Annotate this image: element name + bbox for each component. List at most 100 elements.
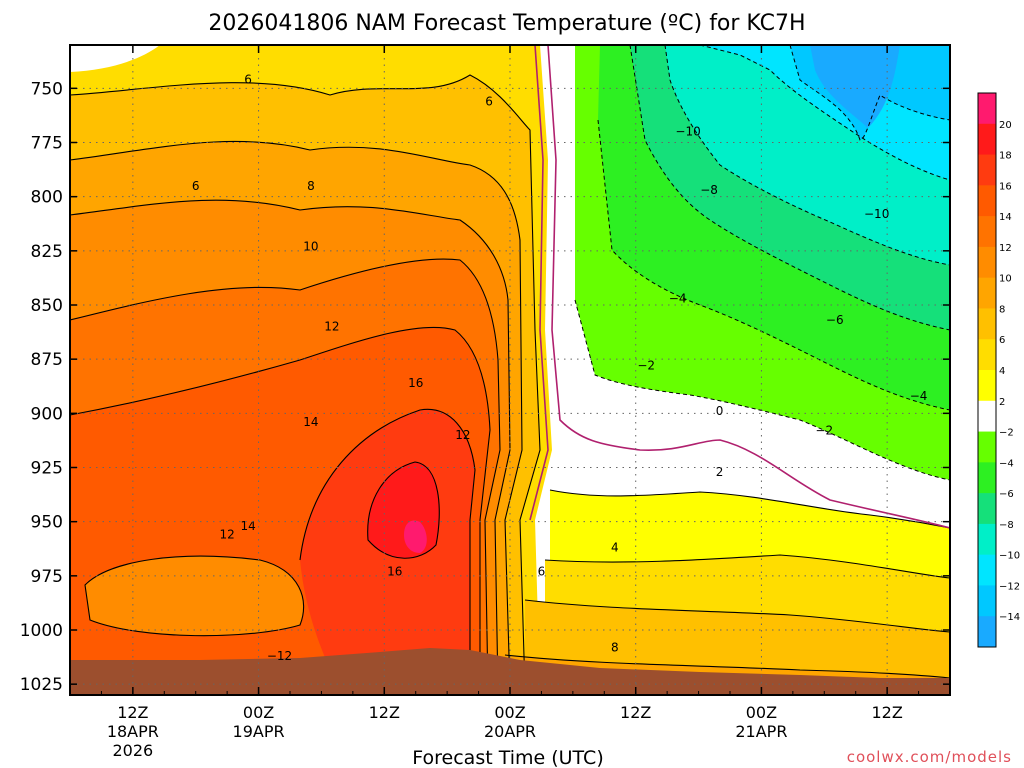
colorbar-swatch: [978, 493, 996, 525]
y-tick-label: 925: [31, 459, 63, 479]
temperature-fill: [70, 45, 950, 695]
y-tick-label: 1000: [20, 621, 63, 641]
contour-label: 2: [716, 465, 724, 479]
colorbar-swatch: [978, 246, 996, 279]
contour-label: −4: [910, 389, 928, 403]
colorbar-swatch: [978, 431, 996, 463]
terrain: [70, 648, 950, 695]
x-tick-label: 12Z: [871, 703, 902, 722]
colorbar-swatch: [978, 616, 996, 648]
contour-label: 10: [303, 240, 318, 254]
contour-label: 8: [307, 179, 315, 193]
y-tick-label: 750: [31, 79, 63, 99]
contour-label: −2: [815, 424, 833, 438]
contour-label: 6: [192, 179, 200, 193]
y-tick-label: 825: [31, 242, 63, 262]
x-tick-date-label: 21APR: [735, 722, 787, 741]
contour-label: 16: [408, 376, 423, 390]
contour-label: 0: [716, 404, 724, 418]
colorbar-swatch: [978, 93, 996, 125]
x-tick-year-label: 2026: [112, 741, 153, 760]
colorbar-swatch: [978, 554, 996, 586]
colorbar-label: 20: [999, 120, 1012, 131]
contour-label: −4: [669, 292, 687, 306]
colorbar-label: 12: [999, 243, 1012, 254]
contour-label: 14: [240, 519, 255, 533]
x-tick-label: 00Z: [746, 703, 777, 722]
colorbar-swatch: [978, 400, 996, 433]
colorbar-label: 10: [999, 274, 1012, 285]
contour-label: 12: [220, 528, 235, 542]
y-tick-label: 775: [31, 134, 63, 154]
x-tick-label: 12Z: [117, 703, 148, 722]
band-low-pool: [85, 556, 304, 636]
colorbar-label: 4: [999, 366, 1005, 377]
x-tick-date-label: 19APR: [233, 722, 285, 741]
contour-label: 4: [611, 541, 619, 555]
zero-contour: [529, 45, 950, 529]
y-tick-label: 875: [31, 350, 63, 370]
colorbar-swatch: [978, 523, 996, 556]
contour-label: 12: [324, 320, 339, 334]
colorbar-label: −10: [999, 551, 1020, 562]
contour-label: −2: [637, 359, 655, 373]
colorbar-swatch: [978, 339, 996, 371]
contour-label: 14: [303, 415, 318, 429]
colorbar-label: 8: [999, 304, 1005, 315]
colorbar-label: 16: [999, 181, 1012, 192]
x-tick-label: 12Z: [369, 703, 400, 722]
contour-label: 6: [538, 565, 546, 579]
y-tick-label: 975: [31, 567, 63, 587]
x-axis-label: Forecast Time (UTC): [412, 747, 603, 768]
colorbar-label: 2: [999, 397, 1005, 408]
colorbar-label: 18: [999, 151, 1012, 162]
colorbar-swatch: [978, 462, 996, 494]
band-topleft-white: [70, 45, 160, 72]
colorbar-frame: [977, 92, 997, 648]
x-tick-label: 00Z: [243, 703, 274, 722]
colorbar-swatch: [978, 308, 996, 340]
y-tick-label: 900: [31, 404, 63, 424]
band-cold-m16: [810, 45, 900, 128]
colorbar-label: 6: [999, 335, 1005, 346]
credit-text: coolwx.com/models: [847, 748, 1012, 766]
x-tick-label: 00Z: [494, 703, 525, 722]
colorbar-swatch: [978, 585, 996, 617]
contour-label: −12: [267, 649, 292, 663]
contour-label: −8: [700, 183, 718, 197]
contour-label: −6: [826, 313, 844, 327]
x-tick-date-label: 18APR: [107, 722, 159, 741]
contour-label: 12: [455, 428, 470, 442]
colorbar-swatch: [978, 277, 996, 309]
colorbar-label: −14: [999, 612, 1020, 623]
chart-title: 2026041806 NAM Forecast Temperature (ºC)…: [208, 11, 805, 36]
y-axis: 750 775 800 825 850 875 900 925 950 975 1000 1025: [20, 79, 950, 695]
colorbar-swatch: [978, 185, 996, 217]
colorbar-swatch: [978, 123, 996, 156]
colorbar-swatch: [978, 370, 996, 402]
contour-lines: [70, 74, 950, 691]
colorbar-label: −8: [999, 520, 1014, 531]
contour-label: 6: [485, 94, 493, 108]
x-tick-label: 12Z: [620, 703, 651, 722]
colorbar-label: −6: [999, 489, 1014, 500]
grid-lines: [70, 45, 950, 695]
x-tick-date-label: 20APR: [484, 722, 536, 741]
y-tick-label: 950: [31, 513, 63, 533]
contour-labels: 6 6 6 8 10 12 14 16 12 14 12 16 6 4 8 −12 2 0 −2 −2 −4 −4 −6 −8…: [192, 73, 928, 663]
colorbar-label: −2: [999, 428, 1014, 439]
y-tick-label: 1025: [20, 675, 63, 695]
colorbar: 20 18 16 14 12 10 8 6 4 2 −2 −4 −6 −8 −10 −12 −14: [977, 92, 1020, 648]
contour-label: 16: [387, 565, 402, 579]
band-20-22: [404, 520, 427, 553]
contour-label: 8: [611, 640, 619, 654]
colorbar-label: −4: [999, 458, 1014, 469]
colorbar-label: −12: [999, 581, 1020, 592]
colorbar-swatch: [978, 154, 996, 186]
contour-label: 6: [244, 73, 252, 87]
y-tick-label: 850: [31, 296, 63, 316]
colorbar-swatch: [978, 216, 996, 248]
negative-contours: [574, 45, 950, 481]
